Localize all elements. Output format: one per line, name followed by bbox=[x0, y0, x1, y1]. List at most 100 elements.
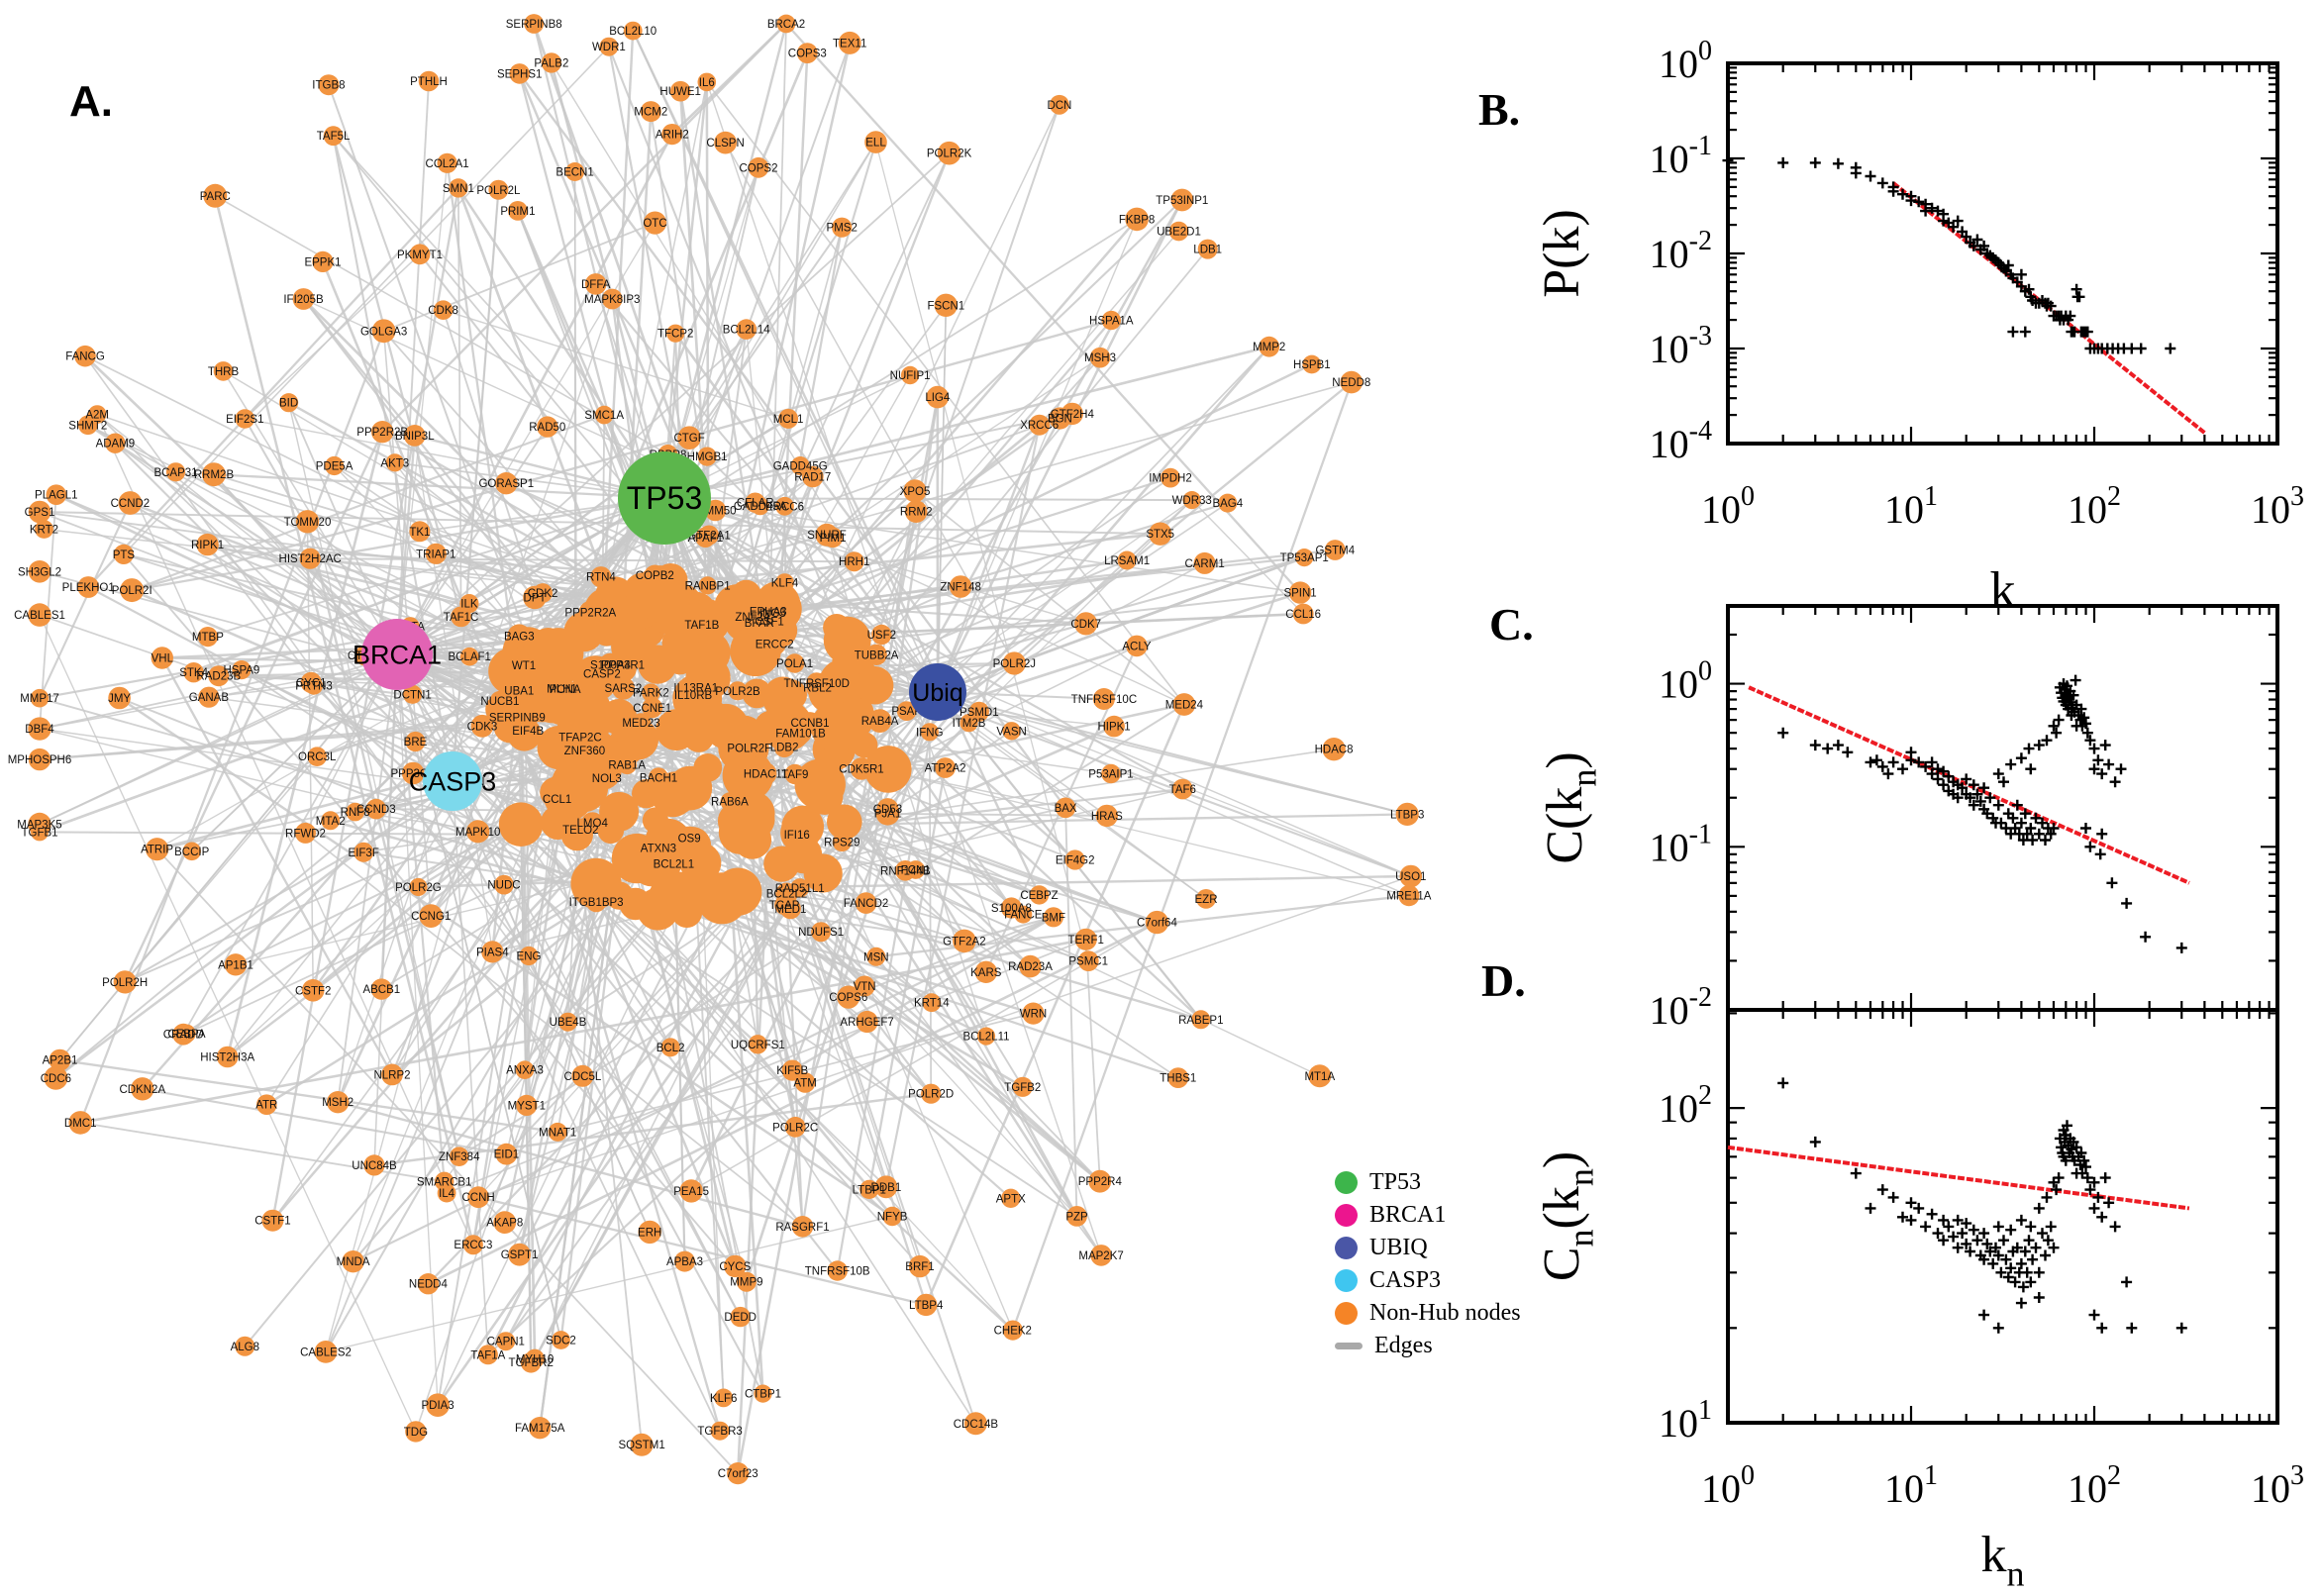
network-node bbox=[571, 1064, 594, 1087]
network-node bbox=[754, 1384, 772, 1403]
gene-label: CD53 bbox=[873, 804, 902, 816]
panel-c-label: C. bbox=[1489, 599, 1534, 649]
network-node bbox=[529, 1417, 552, 1440]
gene-label: OS9 bbox=[678, 834, 701, 846]
network-node bbox=[537, 416, 558, 438]
gene-label: TNFRSF10B bbox=[805, 1266, 870, 1278]
gene-label: P53AIP1 bbox=[1088, 769, 1133, 781]
gene-label: TAF6 bbox=[1169, 784, 1196, 796]
network-node bbox=[568, 818, 592, 842]
network-node bbox=[774, 895, 795, 916]
network-node bbox=[771, 687, 801, 718]
network-node bbox=[146, 838, 169, 861]
network-edge bbox=[332, 135, 462, 618]
network-node bbox=[1101, 763, 1121, 784]
network-edge bbox=[310, 557, 855, 563]
network-edge bbox=[768, 23, 787, 622]
network-edge bbox=[937, 305, 948, 693]
network-node bbox=[1170, 188, 1194, 212]
gene-label: DCTN1 bbox=[393, 689, 431, 701]
plot-frame bbox=[1726, 61, 2279, 446]
gene-label: MTA2 bbox=[316, 816, 346, 828]
network-edge bbox=[662, 81, 709, 499]
network-node bbox=[823, 614, 851, 642]
scatter-points bbox=[1777, 1077, 2187, 1334]
gene-label: CDKN2A bbox=[119, 1084, 165, 1096]
network-edge bbox=[114, 442, 454, 782]
network-edge bbox=[491, 951, 721, 1432]
y-tick-label: 10-2 bbox=[1650, 226, 1712, 276]
gene-label: VHL bbox=[152, 653, 174, 665]
network-node bbox=[855, 892, 877, 914]
network-node bbox=[365, 798, 387, 820]
network-node bbox=[595, 739, 623, 766]
gene-label: TAF1C bbox=[444, 612, 479, 624]
network-node bbox=[789, 722, 812, 745]
gene-label: PIM1 bbox=[820, 533, 847, 545]
network-edge bbox=[487, 1069, 793, 1356]
network-node bbox=[1191, 1010, 1211, 1030]
network-edge bbox=[705, 81, 710, 653]
gene-label: FAM175A bbox=[515, 1423, 565, 1435]
gene-label: LRSAM1 bbox=[1104, 555, 1150, 567]
gene-label: ITGB8 bbox=[312, 80, 345, 92]
network-edge bbox=[325, 636, 520, 1352]
network-edge bbox=[847, 640, 1207, 900]
network-node bbox=[512, 653, 536, 677]
network-edge bbox=[395, 435, 416, 655]
network-node bbox=[647, 836, 670, 859]
network-node bbox=[1125, 207, 1149, 232]
gene-label: ING5 bbox=[759, 608, 786, 620]
network-node bbox=[151, 647, 173, 669]
network-node bbox=[321, 811, 341, 831]
x-tick-label: 102 bbox=[2068, 481, 2121, 532]
legend-node-icon bbox=[1335, 1203, 1358, 1227]
network-node bbox=[738, 737, 760, 759]
gene-label: CFLAR bbox=[737, 498, 774, 510]
gene-label: IL4 bbox=[439, 1188, 455, 1200]
gene-label: SMARCB1 bbox=[417, 1176, 472, 1188]
network-node bbox=[638, 1220, 661, 1245]
network-node bbox=[509, 63, 530, 84]
network-node bbox=[827, 804, 862, 841]
network-node bbox=[677, 426, 701, 450]
gene-label: PDE5A bbox=[316, 461, 354, 473]
gene-label: KRT14 bbox=[914, 998, 950, 1010]
network-node bbox=[105, 433, 126, 453]
network-edge bbox=[785, 23, 1301, 594]
hub-node-tp53 bbox=[618, 451, 711, 545]
network-edge bbox=[226, 431, 384, 1057]
gene-label: BCL2L2 bbox=[766, 889, 808, 901]
gene-label: FANCE bbox=[1004, 910, 1043, 922]
network-edge bbox=[325, 1215, 893, 1353]
network-node bbox=[745, 492, 765, 513]
gene-label: IL13RA1 bbox=[673, 683, 718, 695]
network-node bbox=[519, 946, 539, 966]
gene-label: POLR2F bbox=[727, 743, 771, 754]
gene-label: TAF1B bbox=[684, 620, 719, 632]
network-node bbox=[1001, 1188, 1021, 1209]
gene-label: ZNF384 bbox=[439, 1151, 480, 1163]
network-edge bbox=[849, 104, 1060, 717]
network-node bbox=[295, 510, 320, 534]
network-edge bbox=[772, 556, 1305, 615]
gene-label: GADD45A bbox=[734, 501, 787, 513]
gene-label: SARS2 bbox=[605, 683, 643, 695]
gene-label: PZP bbox=[1065, 1211, 1088, 1223]
network-edge bbox=[848, 916, 1055, 998]
network-node bbox=[44, 1065, 68, 1090]
network-node bbox=[714, 131, 737, 154]
network-edge bbox=[963, 916, 1055, 943]
network-node bbox=[405, 1421, 427, 1443]
gene-label: STK4 bbox=[179, 667, 208, 679]
network-node bbox=[437, 1183, 456, 1203]
network-node bbox=[481, 941, 504, 963]
gene-label: KRT2 bbox=[30, 525, 58, 537]
network-node bbox=[1002, 722, 1021, 741]
network-edge bbox=[477, 875, 1412, 1198]
gene-label: COL2A1 bbox=[426, 158, 469, 170]
network-node bbox=[1322, 738, 1346, 761]
gene-label: PCNA bbox=[550, 684, 581, 696]
gene-label: BRF1 bbox=[905, 1261, 934, 1273]
network-node bbox=[974, 960, 997, 983]
